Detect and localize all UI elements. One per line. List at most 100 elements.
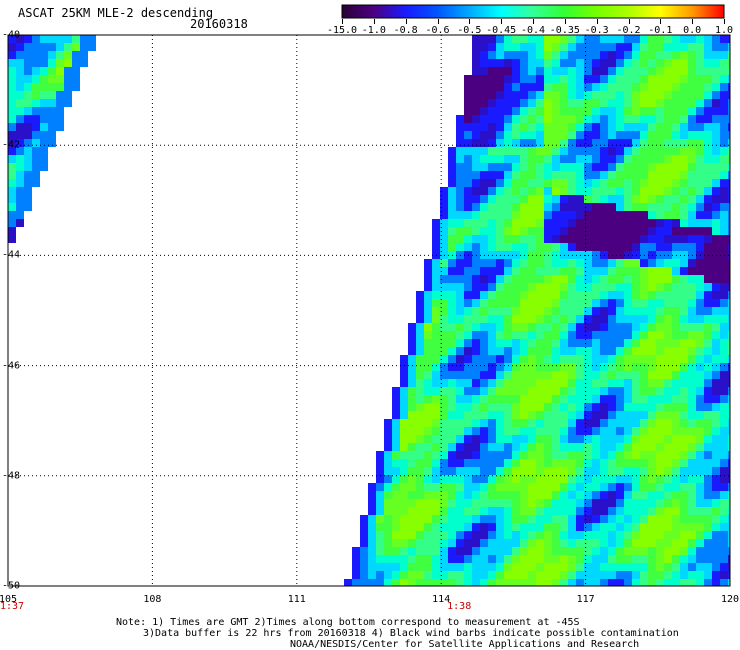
wind-cell <box>504 419 512 427</box>
wind-cell <box>624 203 632 211</box>
wind-cell <box>552 467 560 475</box>
wind-cell <box>664 259 672 267</box>
wind-cell <box>512 555 520 563</box>
wind-cell <box>600 179 608 187</box>
wind-cell <box>680 571 688 579</box>
wind-cell <box>632 547 640 555</box>
wind-cell <box>648 515 656 523</box>
wind-cell <box>392 435 400 443</box>
wind-cell <box>456 419 464 427</box>
wind-cell <box>488 307 496 315</box>
wind-cell <box>600 371 608 379</box>
wind-cell <box>456 147 464 155</box>
wind-cell <box>704 283 712 291</box>
wind-cell <box>656 211 664 219</box>
wind-cell <box>416 499 424 507</box>
wind-cell <box>512 211 520 219</box>
wind-cell <box>480 499 488 507</box>
wind-cell <box>696 491 704 499</box>
wind-cell <box>64 67 72 75</box>
wind-cell <box>616 459 624 467</box>
wind-cell <box>688 395 696 403</box>
wind-cell <box>432 331 440 339</box>
wind-cell <box>544 123 552 131</box>
wind-cell <box>656 59 664 67</box>
wind-cell <box>688 411 696 419</box>
wind-cell <box>576 531 584 539</box>
wind-cell <box>552 411 560 419</box>
colorbar-tick <box>724 19 725 24</box>
wind-cell <box>624 35 632 43</box>
wind-cell <box>584 163 592 171</box>
wind-cell <box>552 571 560 579</box>
wind-cell <box>552 99 560 107</box>
wind-cell <box>720 467 728 475</box>
wind-cell <box>536 91 544 99</box>
wind-cell <box>640 339 648 347</box>
wind-cell <box>656 179 664 187</box>
wind-cell <box>672 51 680 59</box>
wind-cell <box>504 43 512 51</box>
wind-cell <box>568 531 576 539</box>
wind-cell <box>640 499 648 507</box>
wind-cell <box>680 291 688 299</box>
wind-cell <box>656 155 664 163</box>
wind-cell <box>528 331 536 339</box>
wind-cell <box>680 547 688 555</box>
wind-cell <box>448 203 456 211</box>
wind-cell <box>728 451 730 459</box>
wind-cell <box>568 363 576 371</box>
wind-cell <box>488 331 496 339</box>
wind-cell <box>440 579 448 586</box>
wind-cell <box>48 35 56 43</box>
wind-cell <box>440 451 448 459</box>
wind-cell <box>456 235 464 243</box>
wind-cell <box>488 515 496 523</box>
wind-cell <box>616 139 624 147</box>
wind-cell <box>472 547 480 555</box>
wind-cell <box>632 115 640 123</box>
wind-cell <box>8 91 16 99</box>
wind-cell <box>72 51 80 59</box>
wind-cell <box>464 571 472 579</box>
wind-cell <box>640 579 648 586</box>
wind-cell <box>720 387 728 395</box>
wind-cell <box>704 515 712 523</box>
wind-cell <box>672 179 680 187</box>
wind-cell <box>640 355 648 363</box>
wind-cell <box>680 59 688 67</box>
wind-cell <box>552 515 560 523</box>
wind-cell <box>568 131 576 139</box>
wind-cell <box>64 83 72 91</box>
wind-cell <box>488 147 496 155</box>
wind-cell <box>664 523 672 531</box>
wind-cell <box>360 571 368 579</box>
wind-cell <box>504 75 512 83</box>
wind-cell <box>624 539 632 547</box>
wind-cell <box>632 523 640 531</box>
wind-cell <box>712 147 720 155</box>
wind-cell <box>408 475 416 483</box>
wind-cell <box>408 443 416 451</box>
wind-cell <box>552 475 560 483</box>
wind-cell <box>520 491 528 499</box>
wind-cell <box>520 291 528 299</box>
wind-cell <box>608 475 616 483</box>
wind-cell <box>728 371 730 379</box>
wind-cell <box>368 555 376 563</box>
wind-cell <box>672 259 680 267</box>
wind-cell <box>648 507 656 515</box>
wind-cell <box>568 171 576 179</box>
wind-cell <box>680 163 688 171</box>
wind-cell <box>16 195 24 203</box>
wind-cell <box>552 163 560 171</box>
wind-cell <box>664 243 672 251</box>
wind-cell <box>664 475 672 483</box>
wind-cell <box>392 523 400 531</box>
wind-cell <box>24 147 32 155</box>
wind-cell <box>360 547 368 555</box>
wind-cell <box>520 115 528 123</box>
wind-cell <box>720 155 728 163</box>
wind-cell <box>392 411 400 419</box>
wind-cell <box>624 355 632 363</box>
